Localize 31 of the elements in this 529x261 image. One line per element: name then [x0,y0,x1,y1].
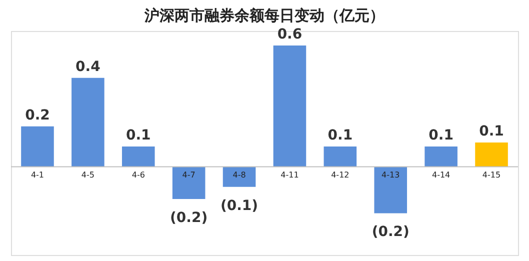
chart-title: 沪深两市融券余额每日变动（亿元） [144,6,384,25]
x-tick-label: 4-1 [30,170,44,180]
data-label: 0.1 [428,128,454,144]
bar [273,46,306,167]
bar [172,166,206,200]
x-tick-label: 4-11 [280,170,299,180]
bar [72,78,104,167]
x-tick-label: 4-15 [482,170,501,180]
x-tick-label: 4-7 [182,170,196,180]
bar [324,146,357,167]
data-label: (0.2) [372,224,410,240]
bar [122,146,155,167]
data-label: 0.2 [25,107,50,124]
x-tick-label: 4-14 [432,170,450,180]
data-label: 0.6 [277,26,302,43]
bar [424,146,458,167]
x-tick-label: 4-8 [232,170,246,180]
data-label: 0.1 [479,123,504,140]
data-label: 0.1 [328,128,353,144]
x-tick-label: 4-12 [331,170,350,180]
x-tick-label: 4-6 [132,170,145,180]
x-tick-label: 4-5 [81,170,94,180]
bar [374,166,408,214]
bar [21,126,54,167]
bar [475,142,508,167]
bar [222,166,256,187]
data-label: (0.1) [220,198,258,214]
data-label: (0.2) [170,210,208,226]
x-tick-label: 4-13 [382,170,400,180]
data-label: 0.1 [126,128,151,144]
data-label: 0.4 [76,58,101,75]
